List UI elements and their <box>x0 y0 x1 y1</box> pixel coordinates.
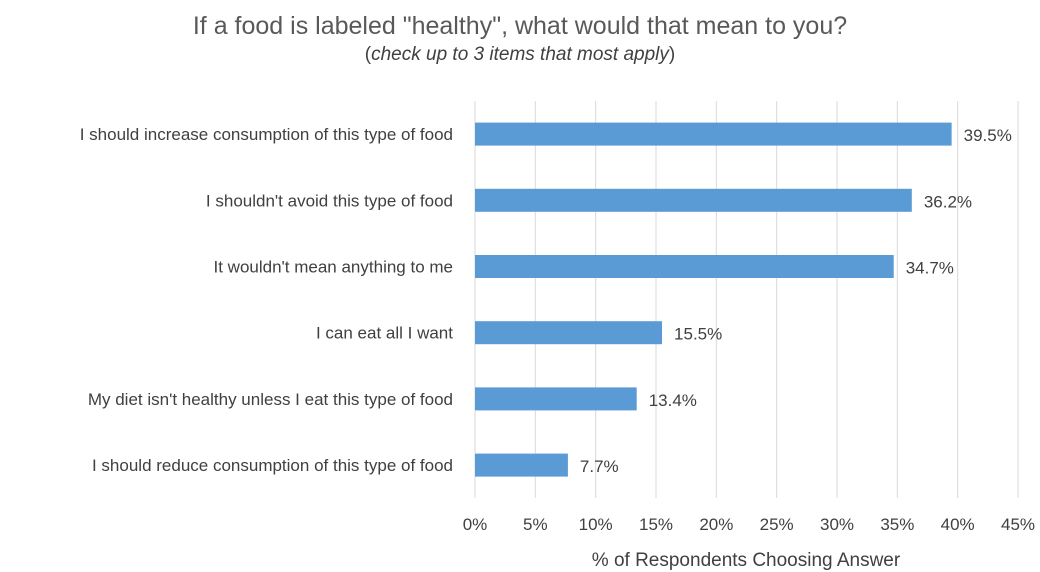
data-label-6: 7.7% <box>580 457 619 476</box>
x-tick-label-0: 0% <box>463 515 488 534</box>
chart-title: If a food is labeled "healthy", what wou… <box>192 12 848 40</box>
category-label-3: It wouldn't mean anything to me <box>214 258 454 277</box>
bar-2 <box>475 188 912 212</box>
x-tick-label-10: 10% <box>579 515 613 534</box>
data-label-2: 36.2% <box>924 192 972 211</box>
x-tick-label-15: 15% <box>639 515 673 534</box>
chart-subtitle: (check up to 3 items that most apply) <box>0 44 1040 66</box>
x-tick-label-40: 40% <box>941 515 975 534</box>
category-label-5: My diet isn't healthy unless I eat this … <box>88 390 453 409</box>
bar-1 <box>475 122 952 146</box>
category-label-6: I should reduce consumption of this type… <box>92 456 453 475</box>
data-label-5: 13.4% <box>649 391 697 410</box>
data-labels: 39.5% 36.2% 34.7% 15.5% 13.4% 7.7% <box>580 126 1012 476</box>
data-label-1: 39.5% <box>964 126 1012 145</box>
x-tick-label-45: 45% <box>1001 515 1035 534</box>
data-label-3: 34.7% <box>906 259 954 278</box>
gridlines <box>474 101 1019 498</box>
subtitle-close-paren: ) <box>668 44 676 65</box>
category-label-1: I should increase consumption of this ty… <box>80 125 453 144</box>
data-label-4: 15.5% <box>674 325 722 344</box>
subtitle-open-paren: ( <box>364 44 372 65</box>
bar-5 <box>475 387 637 411</box>
x-tick-label-30: 30% <box>820 515 854 534</box>
subtitle-note: check up to 3 items that most apply <box>371 44 669 65</box>
bar-3 <box>475 255 894 278</box>
x-tick-label-35: 35% <box>880 515 914 534</box>
bar-6 <box>475 453 568 477</box>
x-tick-label-25: 25% <box>760 515 794 534</box>
x-tick-labels: 0% 5% 10% 15% 20% 25% 30% 35% 40% 45% <box>463 515 1035 534</box>
category-label-2: I shouldn't avoid this type of food <box>206 191 453 210</box>
x-tick-label-20: 20% <box>699 515 733 534</box>
category-labels: I should increase consumption of this ty… <box>80 125 454 475</box>
x-tick-label-5: 5% <box>523 515 548 534</box>
bars <box>475 122 952 477</box>
bar-4 <box>475 321 663 345</box>
x-axis-title: % of Respondents Choosing Answer <box>592 550 901 571</box>
category-label-4: I can eat all I want <box>316 324 453 343</box>
